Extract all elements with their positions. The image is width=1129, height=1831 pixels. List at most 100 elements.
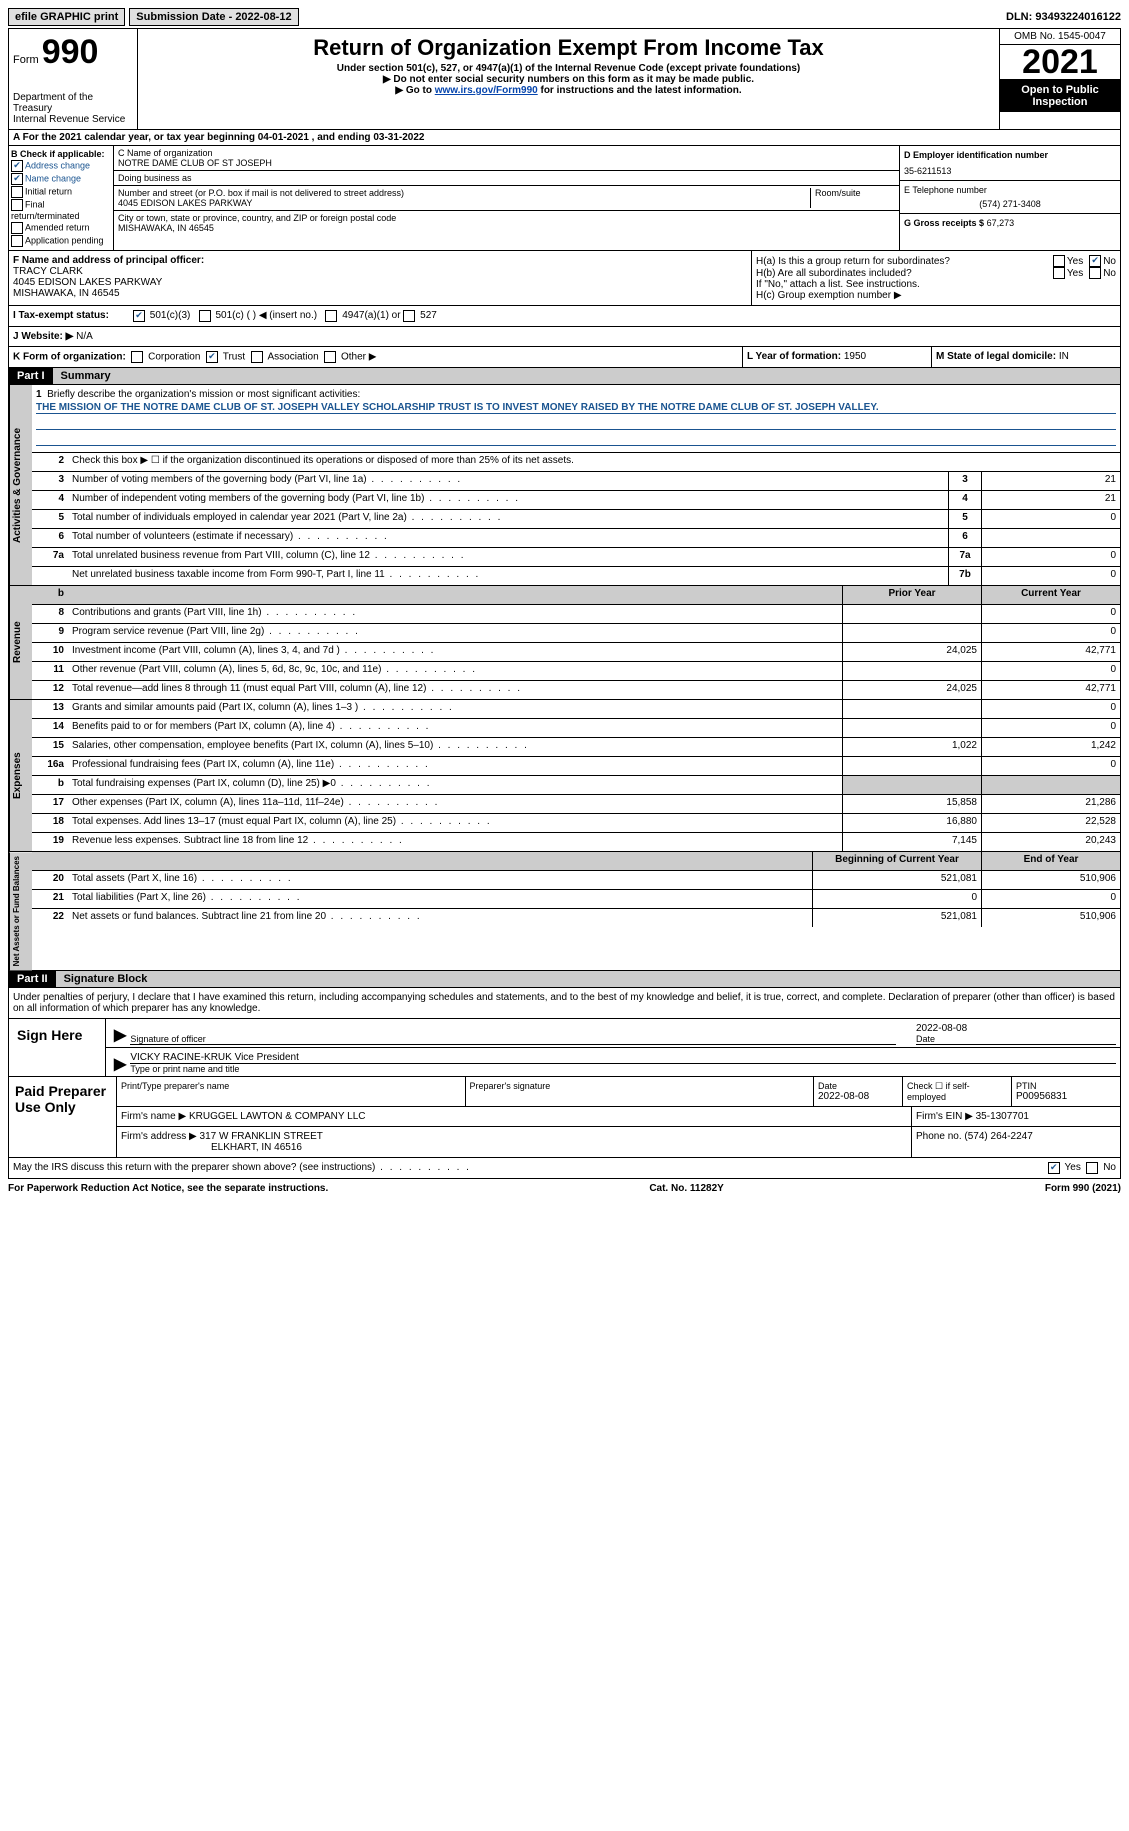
firm-phone-label: Phone no. [916,1131,962,1142]
arrow-icon: ▶ [110,1025,130,1045]
check-name[interactable] [11,173,23,185]
netassets-label: Net Assets or Fund Balances [9,852,32,970]
hb-no[interactable] [1089,267,1101,279]
m-value: IN [1059,351,1069,362]
open-public: Open to Public Inspection [1000,80,1120,112]
part1-header-row: Part I Summary [8,368,1121,385]
i-527[interactable] [403,310,415,322]
phone-label: E Telephone number [904,185,1116,195]
dln-text: DLN: 93493224016122 [1006,11,1121,23]
phone-value: (574) 271-3408 [904,199,1116,209]
col-h: H(a) Is this a group return for subordin… [752,251,1120,305]
hb-yes[interactable] [1053,267,1065,279]
form-title: Return of Organization Exempt From Incom… [142,35,995,61]
i-label: I Tax-exempt status: [13,310,133,322]
check-address[interactable] [11,160,23,172]
line1-label: Briefly describe the organization's miss… [47,389,360,400]
sig-officer-label: Signature of officer [130,1034,896,1044]
row-i: I Tax-exempt status: 501(c)(3) 501(c) ( … [8,306,1121,327]
prior-year-header: Prior Year [842,586,981,604]
form-number: 990 [42,33,99,71]
room-label: Room/suite [815,188,895,198]
prep-name-label: Print/Type preparer's name [121,1081,461,1091]
hc-label: H(c) Group exemption number ▶ [756,290,1116,301]
hb-note: If "No," attach a list. See instructions… [756,279,1116,290]
row-a: A For the 2021 calendar year, or tax yea… [8,130,1121,146]
firm-addr1: 317 W FRANKLIN STREET [200,1131,323,1142]
f-label: F Name and address of principal officer: [13,255,747,266]
irs-link[interactable]: www.irs.gov/Form990 [435,85,538,96]
k-other[interactable] [324,351,336,363]
header-center: Return of Organization Exempt From Incom… [138,29,999,129]
footer-right: Form 990 (2021) [1045,1183,1121,1194]
part2-header: Part II [9,971,56,987]
top-bar: efile GRAPHIC print Submission Date - 20… [8,8,1121,26]
officer-name: TRACY CLARK [13,266,747,277]
gross-value: 67,273 [987,218,1015,228]
section-bcd: B Check if applicable: Address change Na… [8,146,1121,251]
m-label: M State of legal domicile: [936,351,1056,362]
i-4947[interactable] [325,310,337,322]
dept-text: Department of the Treasury [13,92,133,114]
submission-date-button[interactable]: Submission Date - 2022-08-12 [129,8,298,26]
footer-left: For Paperwork Reduction Act Notice, see … [8,1183,328,1194]
part2-header-row: Part II Signature Block [8,971,1121,988]
firm-addr2: ELKHART, IN 46516 [121,1142,907,1153]
discuss-yes-check[interactable] [1048,1162,1060,1174]
expenses-label: Expenses [9,700,32,851]
subtitle1: Under section 501(c), 527, or 4947(a)(1)… [142,63,995,74]
ptin-value: P00956831 [1016,1091,1116,1102]
efile-button[interactable]: efile GRAPHIC print [8,8,125,26]
i-501c[interactable] [199,310,211,322]
begin-year-header: Beginning of Current Year [812,852,981,870]
ha-no[interactable] [1089,255,1101,267]
ha-label: H(a) Is this a group return for subordin… [756,256,1053,267]
firm-phone: (574) 264-2247 [964,1131,1032,1142]
k-assoc[interactable] [251,351,263,363]
prep-self: Check ☐ if self-employed [903,1077,1012,1106]
check-final[interactable] [11,199,23,211]
officer-city: MISHAWAKA, IN 46545 [13,288,747,299]
i-501c3[interactable] [133,310,145,322]
discuss-no-check[interactable] [1086,1162,1098,1174]
footer-center: Cat. No. 11282Y [649,1183,723,1194]
check-pending[interactable] [11,235,23,247]
subtitle2: ▶ Do not enter social security numbers o… [142,74,995,85]
revenue-label: Revenue [9,586,32,699]
col-d: D Employer identification number 35-6211… [900,146,1120,250]
check-initial[interactable] [11,186,23,198]
city-label: City or town, state or province, country… [118,213,895,223]
website-value: N/A [76,331,93,342]
k-corp[interactable] [131,351,143,363]
l-value: 1950 [844,351,866,362]
j-label: J Website: ▶ [13,331,73,342]
row-j: J Website: ▶ N/A [8,327,1121,347]
k-trust[interactable] [206,351,218,363]
street-value: 4045 EDISON LAKES PARKWAY [118,198,810,208]
declaration: Under penalties of perjury, I declare th… [8,988,1121,1019]
firm-ein-label: Firm's EIN ▶ [916,1111,973,1122]
firm-name-label: Firm's name ▶ [121,1111,186,1122]
ha-yes[interactable] [1053,255,1065,267]
prep-date-label: Date [818,1081,898,1091]
row-klm: K Form of organization: Corporation Trus… [8,347,1121,368]
subtitle3-pre: ▶ Go to [395,85,434,96]
sig-name-label: Type or print name and title [130,1064,1116,1074]
form-header: Form 990 Department of the Treasury Inte… [8,28,1121,130]
col-f: F Name and address of principal officer:… [9,251,752,305]
k-label: K Form of organization: [13,352,126,363]
header-right: OMB No. 1545-0047 2021 Open to Public In… [999,29,1120,129]
governance-section: Activities & Governance 1 Briefly descri… [8,385,1121,586]
check-amended[interactable] [11,222,23,234]
governance-label: Activities & Governance [9,385,32,585]
firm-addr-label: Firm's address ▶ [121,1131,197,1142]
ein-label: D Employer identification number [904,150,1116,160]
gross-label: G Gross receipts $ [904,218,984,228]
l-label: L Year of formation: [747,351,841,362]
street-label: Number and street (or P.O. box if mail i… [118,188,810,198]
officer-street: 4045 EDISON LAKES PARKWAY [13,277,747,288]
irs-text: Internal Revenue Service [13,114,133,125]
form-prefix: Form [13,54,39,66]
line2: Check this box ▶ ☐ if the organization d… [68,453,1120,471]
ein-value: 35-6211513 [904,166,1116,176]
